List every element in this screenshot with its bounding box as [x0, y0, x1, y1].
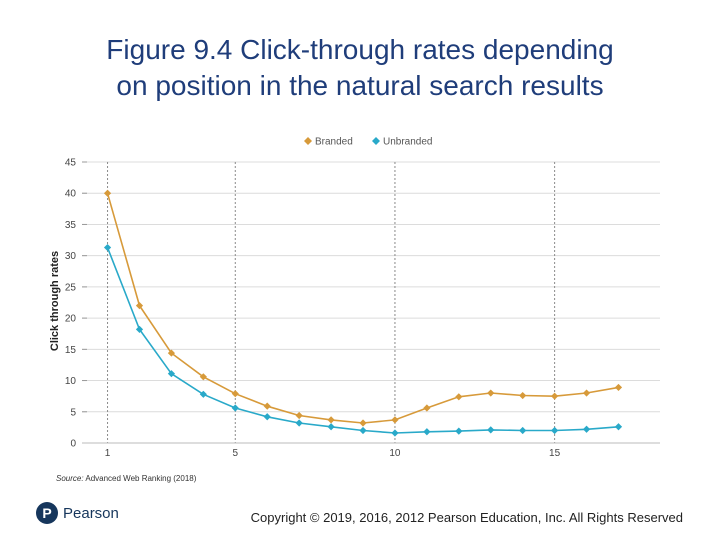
source-prefix: Source:	[56, 474, 84, 483]
data-point-branded	[614, 383, 623, 392]
pearson-logo-icon: P	[36, 502, 58, 524]
series-line-branded	[106, 192, 619, 424]
slide-title: Figure 9.4 Click-through rates depending…	[20, 32, 700, 104]
y-tick-label: 45	[65, 158, 77, 169]
data-point-branded	[135, 302, 144, 310]
title-line-2: on position in the natural search result…	[116, 70, 604, 101]
source-text: Advanced Web Ranking (2018)	[85, 474, 197, 483]
data-point-unbranded	[423, 428, 431, 436]
data-point-unbranded	[582, 425, 591, 433]
pearson-logo-text: Pearson	[63, 504, 119, 522]
data-point-unbranded	[551, 426, 559, 435]
data-point-branded	[423, 404, 431, 412]
data-point-branded	[295, 411, 303, 420]
y-tick-label: 10	[65, 376, 77, 387]
data-point-unbranded	[519, 426, 527, 435]
series-line-unbranded	[106, 247, 619, 434]
data-point-branded	[199, 373, 207, 381]
y-tick-label: 0	[70, 439, 76, 450]
data-point-branded	[551, 392, 559, 400]
data-point-unbranded	[614, 423, 623, 431]
y-tick-label: 30	[65, 251, 77, 262]
data-point-unbranded	[167, 370, 176, 378]
data-point-branded	[487, 389, 495, 397]
legend: Branded Unbranded	[304, 137, 432, 148]
data-point-unbranded	[391, 429, 399, 437]
data-point-branded	[391, 416, 399, 424]
data-point-unbranded	[359, 426, 367, 435]
data-point-branded	[263, 402, 271, 410]
legend-marker-unbranded	[372, 137, 380, 145]
data-point-branded	[167, 349, 176, 357]
x-tick-label: 10	[389, 448, 401, 459]
data-point-branded	[455, 393, 463, 401]
legend-label-unbranded: Unbranded	[383, 137, 432, 148]
data-point-branded	[582, 389, 591, 397]
title-line-1: Figure 9.4 Click-through rates depending	[106, 34, 614, 65]
y-tick-label: 20	[65, 314, 77, 325]
pearson-logo: P Pearson	[36, 502, 119, 524]
legend-marker-branded	[304, 137, 312, 145]
data-point-branded	[519, 391, 527, 400]
y-tick-label: 40	[65, 189, 77, 200]
y-tick-label: 5	[70, 407, 76, 418]
data-point-branded	[103, 189, 112, 197]
data-point-branded	[327, 416, 335, 424]
data-point-unbranded	[135, 325, 144, 333]
data-point-unbranded	[231, 404, 239, 412]
data-point-branded	[359, 419, 367, 427]
grid-lines	[82, 161, 660, 444]
data-point-unbranded	[295, 419, 303, 427]
data-point-unbranded	[103, 243, 112, 252]
series-layer	[103, 189, 623, 437]
copyright-notice: Copyright © 2019, 2016, 2012 Pearson Edu…	[250, 510, 683, 525]
y-axis-label: Click through rates	[49, 251, 61, 351]
y-tick-label: 35	[65, 220, 77, 231]
data-point-unbranded	[327, 423, 335, 431]
data-point-unbranded	[455, 427, 463, 435]
data-point-unbranded	[199, 390, 207, 398]
x-tick-label: 1	[105, 448, 111, 459]
data-point-unbranded	[487, 426, 495, 434]
legend-label-branded: Branded	[315, 137, 353, 148]
y-tick-label: 25	[65, 282, 77, 293]
y-tick-label: 15	[65, 345, 77, 356]
data-point-unbranded	[263, 413, 271, 421]
data-point-branded	[231, 390, 239, 398]
x-tick-label: 15	[549, 448, 561, 459]
source-note: Source: Advanced Web Ranking (2018)	[56, 474, 196, 483]
x-tick-label: 5	[233, 448, 239, 459]
